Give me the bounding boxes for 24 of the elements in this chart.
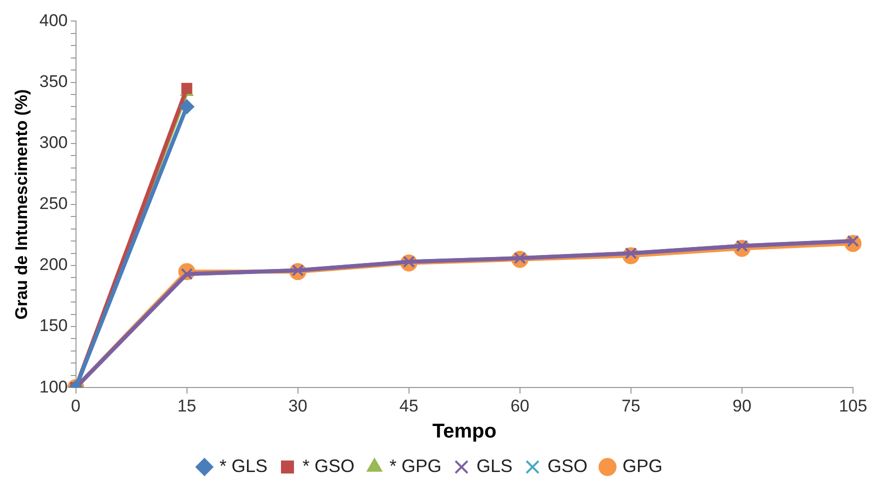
legend-label: * GSO [302,456,354,476]
x-axis-title: Tempo [432,420,496,443]
x-tick-label: 90 [732,396,752,416]
point [179,99,194,114]
legend-label: * GLS [219,456,268,476]
x-tick-label: 105 [838,396,868,416]
y-tick-label: 300 [39,133,68,152]
y-tick-label: 200 [39,255,68,274]
y-tick-label: 350 [39,72,68,91]
y-axis-title: Grau de Intumescimento (%) [12,89,31,320]
legend-label: * GPG [389,456,442,476]
y-tick-label: 400 [39,10,68,30]
x-tick-label: 60 [510,396,530,416]
x-tick-label: 30 [288,396,308,416]
x-tick-label: 0 [71,396,80,416]
legend-label: GPG [622,456,663,476]
x-tick-label: 75 [621,396,640,416]
x-tick-label: 15 [177,396,196,416]
x-tick-label: 45 [399,396,418,416]
y-tick-label: 150 [39,316,68,336]
legend-label: GLS [476,456,513,476]
y-tick-label: 100 [39,377,68,396]
legend-label: GSO [548,456,588,476]
y-tick-label: 250 [39,194,68,214]
